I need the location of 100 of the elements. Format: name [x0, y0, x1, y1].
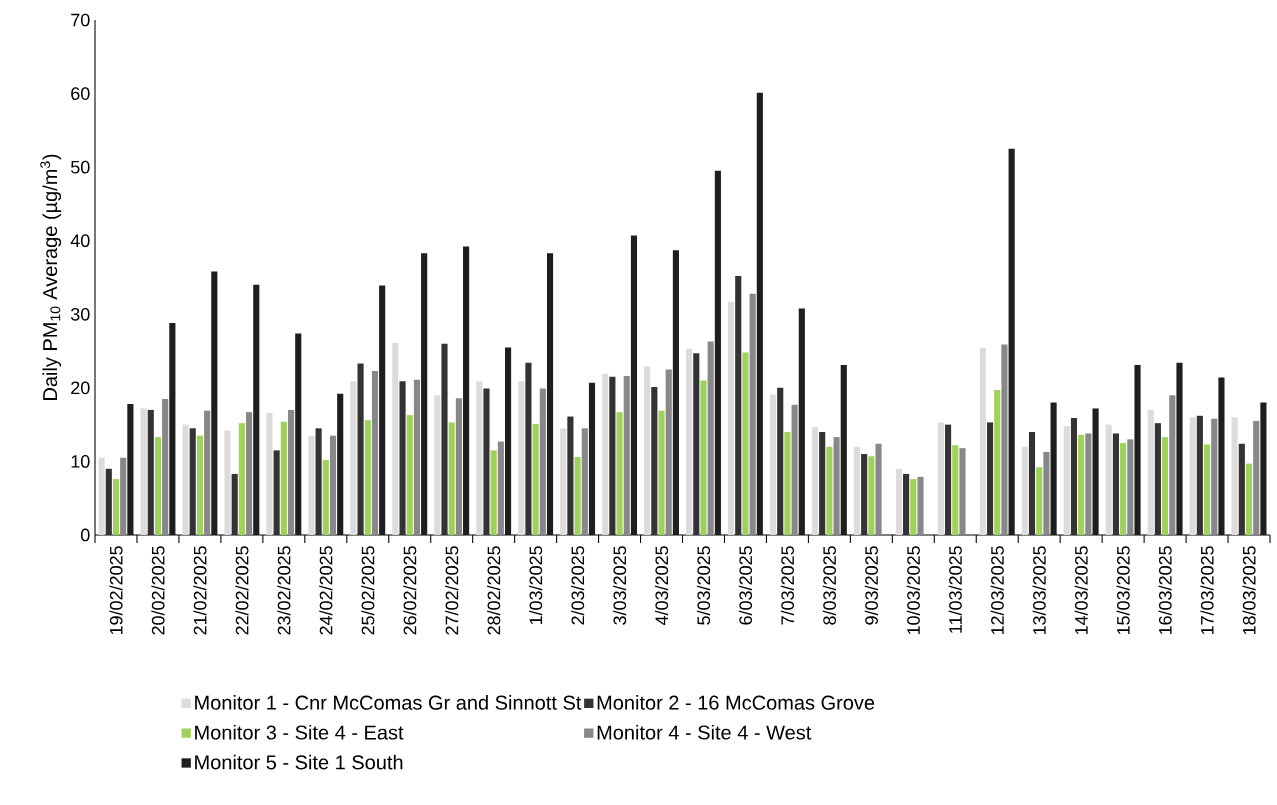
bar: [917, 476, 924, 535]
bar: [505, 347, 512, 535]
bar: [483, 388, 490, 535]
bar: [112, 479, 120, 535]
bar: [532, 423, 539, 535]
bar: [434, 395, 441, 535]
x-tick-label: 12/03/2025: [990, 546, 1004, 635]
bar: [574, 457, 581, 535]
bar: [910, 479, 917, 535]
bar: [287, 409, 295, 535]
bar: [253, 284, 260, 535]
bar: [497, 441, 504, 535]
bar: [246, 412, 253, 535]
bar: [777, 387, 784, 535]
x-tick-label: 24/02/2025: [319, 546, 333, 635]
bar: [273, 450, 280, 535]
bar: [448, 422, 455, 535]
bar: [224, 430, 231, 535]
x-tick-label: 11/03/2025: [948, 546, 962, 633]
bar: [399, 381, 406, 535]
x-tick-label: 10/03/2025: [906, 546, 920, 635]
bar: [749, 293, 756, 535]
bar: [840, 365, 847, 535]
bar: [238, 423, 245, 535]
bar: [379, 285, 386, 535]
bar: [421, 253, 428, 535]
x-tick-label: 22/02/2025: [235, 546, 249, 635]
bar: [1120, 443, 1127, 535]
x-tick-label: 23/02/2025: [277, 546, 291, 635]
x-tick-label: 4/03/2025: [654, 546, 669, 626]
bar: [295, 333, 302, 535]
bar: [441, 343, 448, 535]
bar: [211, 271, 218, 535]
bar: [609, 376, 616, 535]
legend-label: Monitor 2 - 16 McComas Grove: [597, 695, 875, 710]
bar: [769, 394, 777, 535]
bar: [1036, 467, 1043, 535]
bar: [686, 348, 693, 535]
bar: [1085, 433, 1092, 535]
bar: [567, 416, 574, 535]
bar: [364, 420, 371, 535]
bar: [1028, 431, 1036, 535]
bar: [1169, 395, 1176, 535]
bar: [1043, 451, 1050, 535]
bar: [1231, 417, 1238, 535]
x-tick-label: 28/02/2025: [487, 546, 501, 635]
bar: [1253, 420, 1260, 535]
bar: [853, 446, 861, 535]
bar: [868, 456, 875, 535]
bar: [1162, 437, 1169, 535]
bar: [1147, 409, 1154, 535]
bar: [463, 246, 470, 535]
bar: [455, 398, 462, 535]
y-tick-label: 20: [71, 381, 90, 395]
bar: [413, 379, 421, 535]
bar: [756, 92, 763, 535]
bar: [127, 404, 134, 535]
bar: [994, 390, 1001, 535]
bar: [204, 410, 211, 535]
bar: [1112, 433, 1119, 535]
bar: [727, 301, 735, 535]
y-tick-label: 60: [71, 87, 90, 100]
bar: [525, 362, 532, 535]
legend-label: Monitor 5 - Site 1 South: [195, 754, 403, 770]
bar: [189, 428, 196, 535]
bar: [1105, 424, 1112, 535]
bar: [337, 393, 344, 535]
bar: [105, 468, 112, 535]
bar: [147, 409, 154, 535]
bar: [581, 428, 588, 535]
bar: [120, 457, 127, 535]
legend-label: Monitor 4 - Site 4 - West: [597, 724, 812, 740]
bar: [1070, 418, 1078, 535]
bar: [644, 366, 651, 535]
x-tick-label: 16/03/2025: [1158, 546, 1172, 635]
bar: [1134, 365, 1141, 535]
bar: [693, 353, 700, 535]
bar: [700, 380, 707, 535]
bar: [1176, 362, 1183, 535]
y-axis-title: Daily PM$_{10}$ Average (µg/m$^{3}$): [40, 154, 62, 400]
bar: [1021, 446, 1028, 535]
bar: [826, 446, 833, 535]
bar: [392, 342, 399, 535]
bar: [1154, 423, 1161, 535]
bar: [490, 450, 497, 535]
x-tick-label: 18/03/2025: [1242, 546, 1256, 635]
bar: [1218, 377, 1225, 535]
y-tick-label: 10: [71, 455, 90, 468]
x-tick-label: 20/02/2025: [151, 546, 165, 635]
x-tick-label: 14/03/2025: [1074, 546, 1088, 635]
bar: [735, 276, 742, 535]
bar: [986, 422, 994, 535]
bar: [651, 387, 658, 535]
bar: [162, 398, 169, 535]
bar: [308, 435, 315, 535]
bar: [616, 412, 623, 535]
bar: [714, 170, 721, 535]
bar: [539, 388, 546, 535]
bar: [406, 415, 413, 535]
x-tick-label: 27/02/2025: [445, 546, 459, 635]
